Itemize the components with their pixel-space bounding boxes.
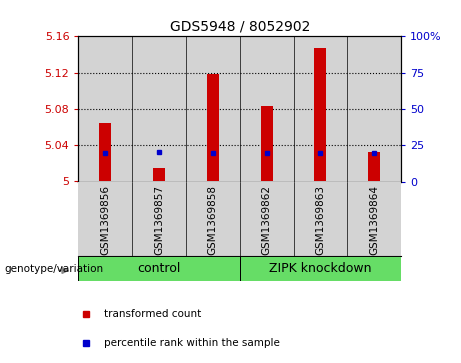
Text: percentile rank within the sample: percentile rank within the sample [104,338,280,348]
Text: GSM1369858: GSM1369858 [208,185,218,255]
Text: GSM1369857: GSM1369857 [154,185,164,255]
Bar [78,36,132,182]
Text: GSM1369862: GSM1369862 [261,185,272,255]
Text: transformed count: transformed count [104,309,201,319]
Bar [294,36,347,182]
Bar [240,256,401,281]
Text: control: control [137,262,181,275]
Bar [261,106,272,182]
Bar [347,36,401,182]
Bar [132,36,186,182]
Bar [78,256,240,281]
Text: GSM1369863: GSM1369863 [315,185,325,255]
Bar [207,74,219,182]
Bar [132,182,186,256]
Title: GDS5948 / 8052902: GDS5948 / 8052902 [170,20,310,34]
Bar [153,168,165,182]
Bar [240,36,294,182]
Bar [240,182,294,256]
Bar [368,151,380,182]
Bar [314,48,326,182]
Bar [186,36,240,182]
Bar [78,182,132,256]
Bar [100,122,111,182]
Bar [186,182,240,256]
Text: GSM1369856: GSM1369856 [100,185,110,255]
Text: ZIPK knockdown: ZIPK knockdown [269,262,372,275]
Bar [347,182,401,256]
Text: GSM1369864: GSM1369864 [369,185,379,255]
Bar [294,182,347,256]
Text: genotype/variation: genotype/variation [5,264,104,274]
